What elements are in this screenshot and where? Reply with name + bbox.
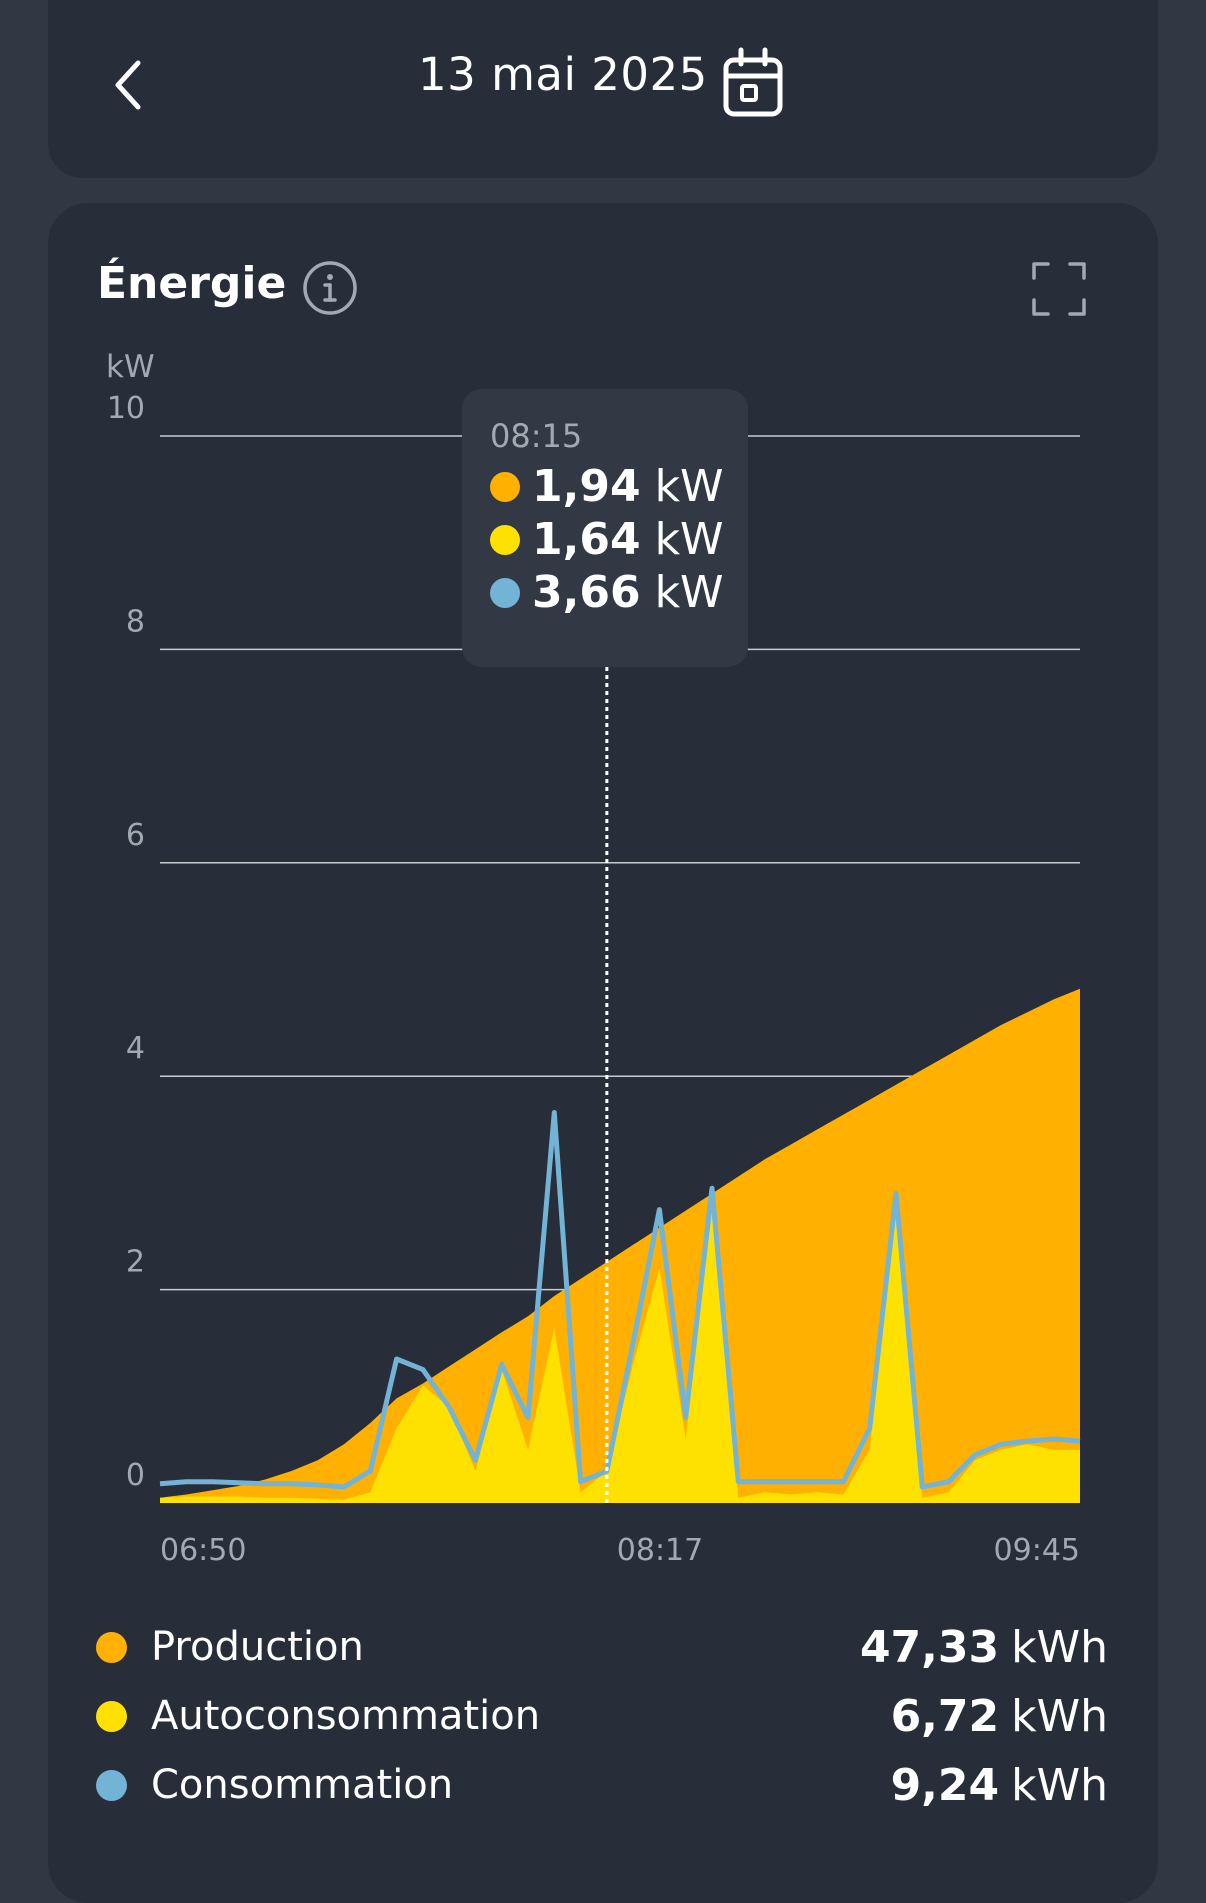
tooltip-unit: kW bbox=[654, 567, 724, 618]
legend-label: Production bbox=[151, 1624, 364, 1670]
y-tick-label: 6 bbox=[126, 818, 145, 853]
production-area bbox=[160, 988, 1080, 1503]
fullscreen-button[interactable] bbox=[1030, 260, 1088, 318]
production-dot-icon bbox=[96, 1631, 127, 1663]
x-tick-label: 06:50 bbox=[160, 1533, 246, 1568]
info-icon bbox=[303, 261, 357, 315]
consommation-dot-icon bbox=[490, 577, 520, 608]
legend-unit: kWh bbox=[1011, 1759, 1108, 1811]
tooltip-time: 08:15 bbox=[490, 417, 583, 455]
energy-chart[interactable]: kW 0 2 4 6 8 10 06:50 08:17 09:45 bbox=[0, 0, 1206, 1600]
autoconsommation-area bbox=[160, 1204, 1080, 1503]
date-header bbox=[48, 0, 1158, 178]
y-tick-label: 4 bbox=[126, 1031, 145, 1066]
y-tick-label: 8 bbox=[126, 604, 145, 639]
tooltip-value: 3,66 bbox=[532, 567, 641, 618]
x-axis-ticks: 06:50 08:17 09:45 bbox=[160, 1533, 1080, 1568]
legend-unit: kWh bbox=[1011, 1621, 1108, 1673]
autoconsommation-dot-icon bbox=[96, 1700, 127, 1732]
date-title: 13 mai 2025 bbox=[418, 48, 708, 101]
calendar-button[interactable] bbox=[720, 46, 786, 120]
y-tick-label: 0 bbox=[126, 1458, 145, 1493]
legend-unit: kWh bbox=[1011, 1690, 1108, 1742]
legend-label: Autoconsommation bbox=[151, 1693, 541, 1739]
calendar-icon bbox=[723, 47, 783, 117]
tooltip-value: 1,94 bbox=[532, 461, 641, 512]
tooltip-unit: kW bbox=[654, 514, 724, 565]
legend-autoconsommation[interactable]: Autoconsommation 6,72 kWh bbox=[96, 1686, 1108, 1746]
y-tick-label: 2 bbox=[126, 1245, 145, 1280]
y-axis-unit-label: kW bbox=[106, 349, 155, 385]
autoconsommation-dot-icon bbox=[490, 524, 520, 555]
consommation-line bbox=[159, 1110, 1081, 1490]
legend-production[interactable]: Production 47,33 kWh bbox=[96, 1617, 1108, 1677]
tooltip-row-autoconsommation: 1,64 kW bbox=[490, 514, 724, 565]
tooltip-unit: kW bbox=[654, 461, 724, 512]
tooltip-row-consommation: 3,66 kW bbox=[490, 567, 724, 618]
production-dot-icon bbox=[490, 471, 520, 502]
y-tick-label: 10 bbox=[107, 391, 145, 426]
x-tick-label: 08:17 bbox=[617, 1533, 703, 1568]
info-button[interactable] bbox=[302, 260, 358, 316]
legend-value: 9,24 bbox=[890, 1759, 1000, 1811]
consommation-dot-icon bbox=[96, 1769, 127, 1801]
legend-label: Consommation bbox=[151, 1762, 454, 1808]
tooltip-value: 1,64 bbox=[532, 514, 641, 565]
card-title: Énergie bbox=[97, 258, 287, 309]
legend-value: 6,72 bbox=[890, 1690, 1000, 1742]
x-tick-label: 09:45 bbox=[994, 1533, 1080, 1568]
legend-consommation[interactable]: Consommation 9,24 kWh bbox=[96, 1755, 1108, 1815]
expand-icon bbox=[1032, 262, 1086, 316]
tooltip-row-production: 1,94 kW bbox=[490, 461, 724, 512]
chart-tooltip: 08:15 1,94 kW 1,64 kW 3,66 kW bbox=[462, 389, 748, 667]
chevron-left-icon bbox=[115, 60, 141, 110]
chart-areas bbox=[159, 988, 1081, 1503]
back-button[interactable] bbox=[108, 55, 154, 115]
legend-value: 47,33 bbox=[859, 1621, 1000, 1673]
